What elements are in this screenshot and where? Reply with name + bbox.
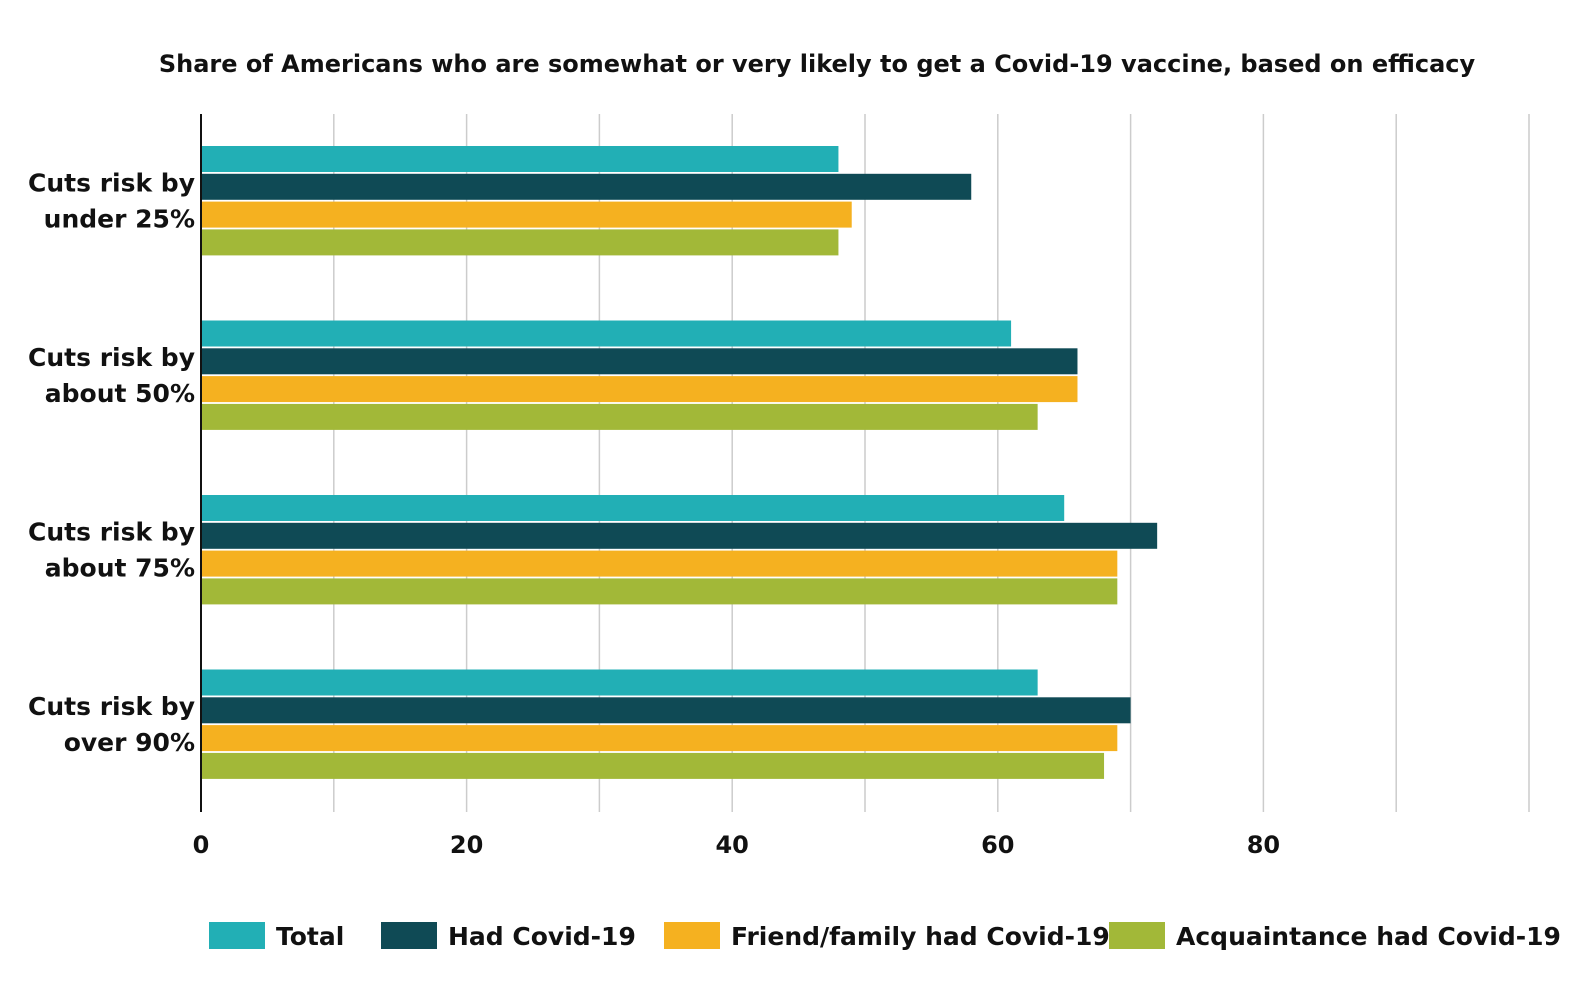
- legend-label-friend-family-had-covid-19: Friend/family had Covid-19: [731, 922, 1110, 951]
- bar-1-had-covid-19: [201, 173, 972, 200]
- x-axis-tick-labels: 0 20 40 60 80: [193, 831, 1280, 859]
- category-label-3: Cuts risk by about 75%: [28, 518, 195, 583]
- bar-1-acquaintance-had-covid-19: [201, 229, 839, 256]
- legend-swatch-friend-family-had-covid-19: [664, 922, 720, 949]
- category-label-4: Cuts risk by over 90%: [28, 692, 195, 757]
- bar-3-acquaintance-had-covid-19: [201, 578, 1118, 605]
- bar-4-had-covid-19: [201, 697, 1131, 724]
- bars: [201, 146, 1158, 779]
- category-labels: Cuts risk by under 25% Cuts risk by about 5…: [28, 169, 195, 758]
- bar-2-acquaintance-had-covid-19: [201, 403, 1038, 430]
- bar-1-friend-family-had-covid-19: [201, 201, 852, 228]
- x-tick-label-0: 0: [193, 831, 210, 859]
- x-tick-label-40: 40: [715, 831, 748, 859]
- bar-4-acquaintance-had-covid-19: [201, 752, 1105, 779]
- bar-4-total: [201, 669, 1038, 696]
- x-tick-label-20: 20: [450, 831, 483, 859]
- x-tick-label-60: 60: [981, 831, 1014, 859]
- category-label-2: Cuts risk by about 50%: [28, 343, 195, 408]
- legend: Total Had Covid-19 Friend/family had Covid…: [209, 922, 1561, 951]
- legend-swatch-acquaintance-had-covid-19: [1109, 922, 1165, 949]
- bar-3-had-covid-19: [201, 522, 1158, 549]
- legend-label-acquaintance-had-covid-19: Acquaintance had Covid-19: [1176, 922, 1561, 951]
- bar-3-total: [201, 495, 1065, 521]
- legend-label-had-covid-19: Had Covid-19: [448, 922, 636, 951]
- legend-swatch-total: [209, 922, 265, 949]
- bar-2-had-covid-19: [201, 348, 1078, 375]
- x-tick-label-80: 80: [1247, 831, 1280, 859]
- legend-label-total: Total: [276, 922, 344, 951]
- bar-2-total: [201, 320, 1012, 347]
- bar-2-friend-family-had-covid-19: [201, 376, 1078, 403]
- legend-swatch-had-covid-19: [381, 922, 437, 949]
- bar-1-total: [201, 146, 839, 172]
- bar-4-friend-family-had-covid-19: [201, 725, 1118, 752]
- chart-title: Share of Americans who are somewhat or v…: [159, 50, 1476, 78]
- category-label-1: Cuts risk by under 25%: [28, 169, 195, 234]
- bar-3-friend-family-had-covid-19: [201, 550, 1118, 577]
